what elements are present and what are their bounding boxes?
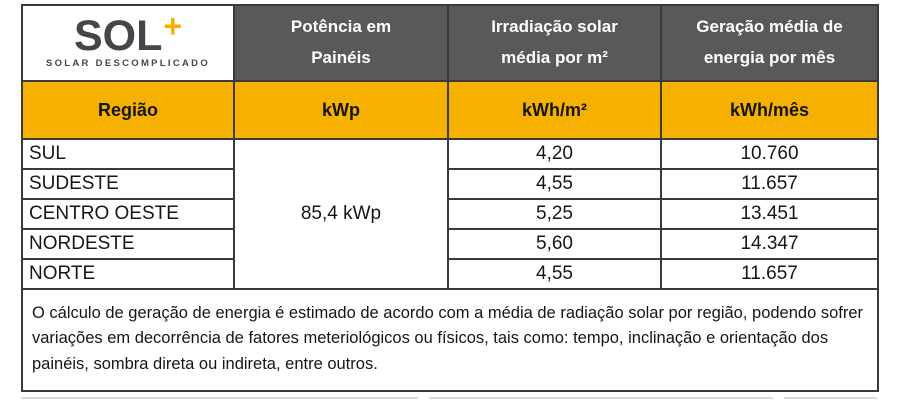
table-row-sul: SUL 85,4 kWp 4,20 10.760 bbox=[21, 138, 879, 290]
power-merged-cell: 85,4 kWp bbox=[233, 138, 449, 290]
region-cell: NORTE bbox=[21, 258, 235, 290]
region-cell: NORDESTE bbox=[21, 228, 235, 260]
logo-cell: SOL+ SOLAR DESCOMPLICADO bbox=[21, 4, 235, 82]
header-irradiation: Irradiação solar média por m² bbox=[447, 4, 662, 82]
irradiation-value: 4,20 bbox=[447, 138, 662, 170]
generation-value: 13.451 bbox=[660, 198, 879, 230]
header-irradiation-line1: Irradiação solar bbox=[491, 17, 618, 37]
generation-value: 10.760 bbox=[660, 138, 879, 170]
irradiation-value: 5,25 bbox=[447, 198, 662, 230]
table-row-nordeste: NORDESTE 5,60 14.347 bbox=[21, 228, 879, 260]
region-cell: CENTRO OESTE bbox=[21, 198, 235, 230]
irradiation-value: 5,60 bbox=[447, 228, 662, 260]
units-row: Região kWp kWh/m² kWh/mês bbox=[21, 80, 879, 140]
brand-name: SOL bbox=[73, 12, 163, 60]
clipped-next-row-segment bbox=[21, 397, 418, 399]
header-generation-line1: Geração média de bbox=[696, 17, 843, 37]
footnote-text: O cálculo de geração de energia é estima… bbox=[21, 288, 879, 392]
plus-icon: + bbox=[163, 8, 183, 44]
power-unit-cell: kWp bbox=[233, 80, 449, 140]
region-cell: SUL bbox=[21, 138, 235, 170]
header-generation-line2: energia por mês bbox=[703, 48, 836, 67]
header-power: Potência em Painéis bbox=[233, 4, 449, 82]
brand-logo: SOL+ SOLAR DESCOMPLICADO bbox=[45, 10, 211, 69]
generation-value: 14.347 bbox=[660, 228, 879, 260]
table-row-sudeste: SUDESTE 4,55 11.657 bbox=[21, 168, 879, 200]
header-power-line2: Painéis bbox=[311, 48, 371, 67]
generation-value: 11.657 bbox=[660, 168, 879, 200]
header-row: SOL+ SOLAR DESCOMPLICADO Potência em Pai… bbox=[21, 4, 879, 82]
region-cell: SUDESTE bbox=[21, 168, 235, 200]
header-irradiation-line2: média por m² bbox=[501, 48, 608, 67]
clipped-next-row-segment bbox=[784, 397, 877, 399]
footnote-row: O cálculo de geração de energia é estima… bbox=[21, 288, 879, 392]
table-row-norte: NORTE 4,55 11.657 bbox=[21, 258, 879, 290]
irradiation-value: 4,55 bbox=[447, 258, 662, 290]
header-power-line1: Potência em bbox=[290, 17, 392, 37]
irradiation-unit-cell: kWh/m² bbox=[447, 80, 662, 140]
clipped-next-row-segment bbox=[429, 397, 773, 399]
table-row-centro-oeste: CENTRO OESTE 5,25 13.451 bbox=[21, 198, 879, 230]
irradiation-value: 4,55 bbox=[447, 168, 662, 200]
region-column-header: Região bbox=[21, 80, 235, 140]
generation-unit-cell: kWh/mês bbox=[660, 80, 879, 140]
brand-tagline: SOLAR DESCOMPLICADO bbox=[45, 58, 211, 69]
generation-value: 11.657 bbox=[660, 258, 879, 290]
solar-generation-table: SOL+ SOLAR DESCOMPLICADO Potência em Pai… bbox=[21, 4, 879, 392]
header-generation: Geração média de energia por mês bbox=[660, 4, 879, 82]
